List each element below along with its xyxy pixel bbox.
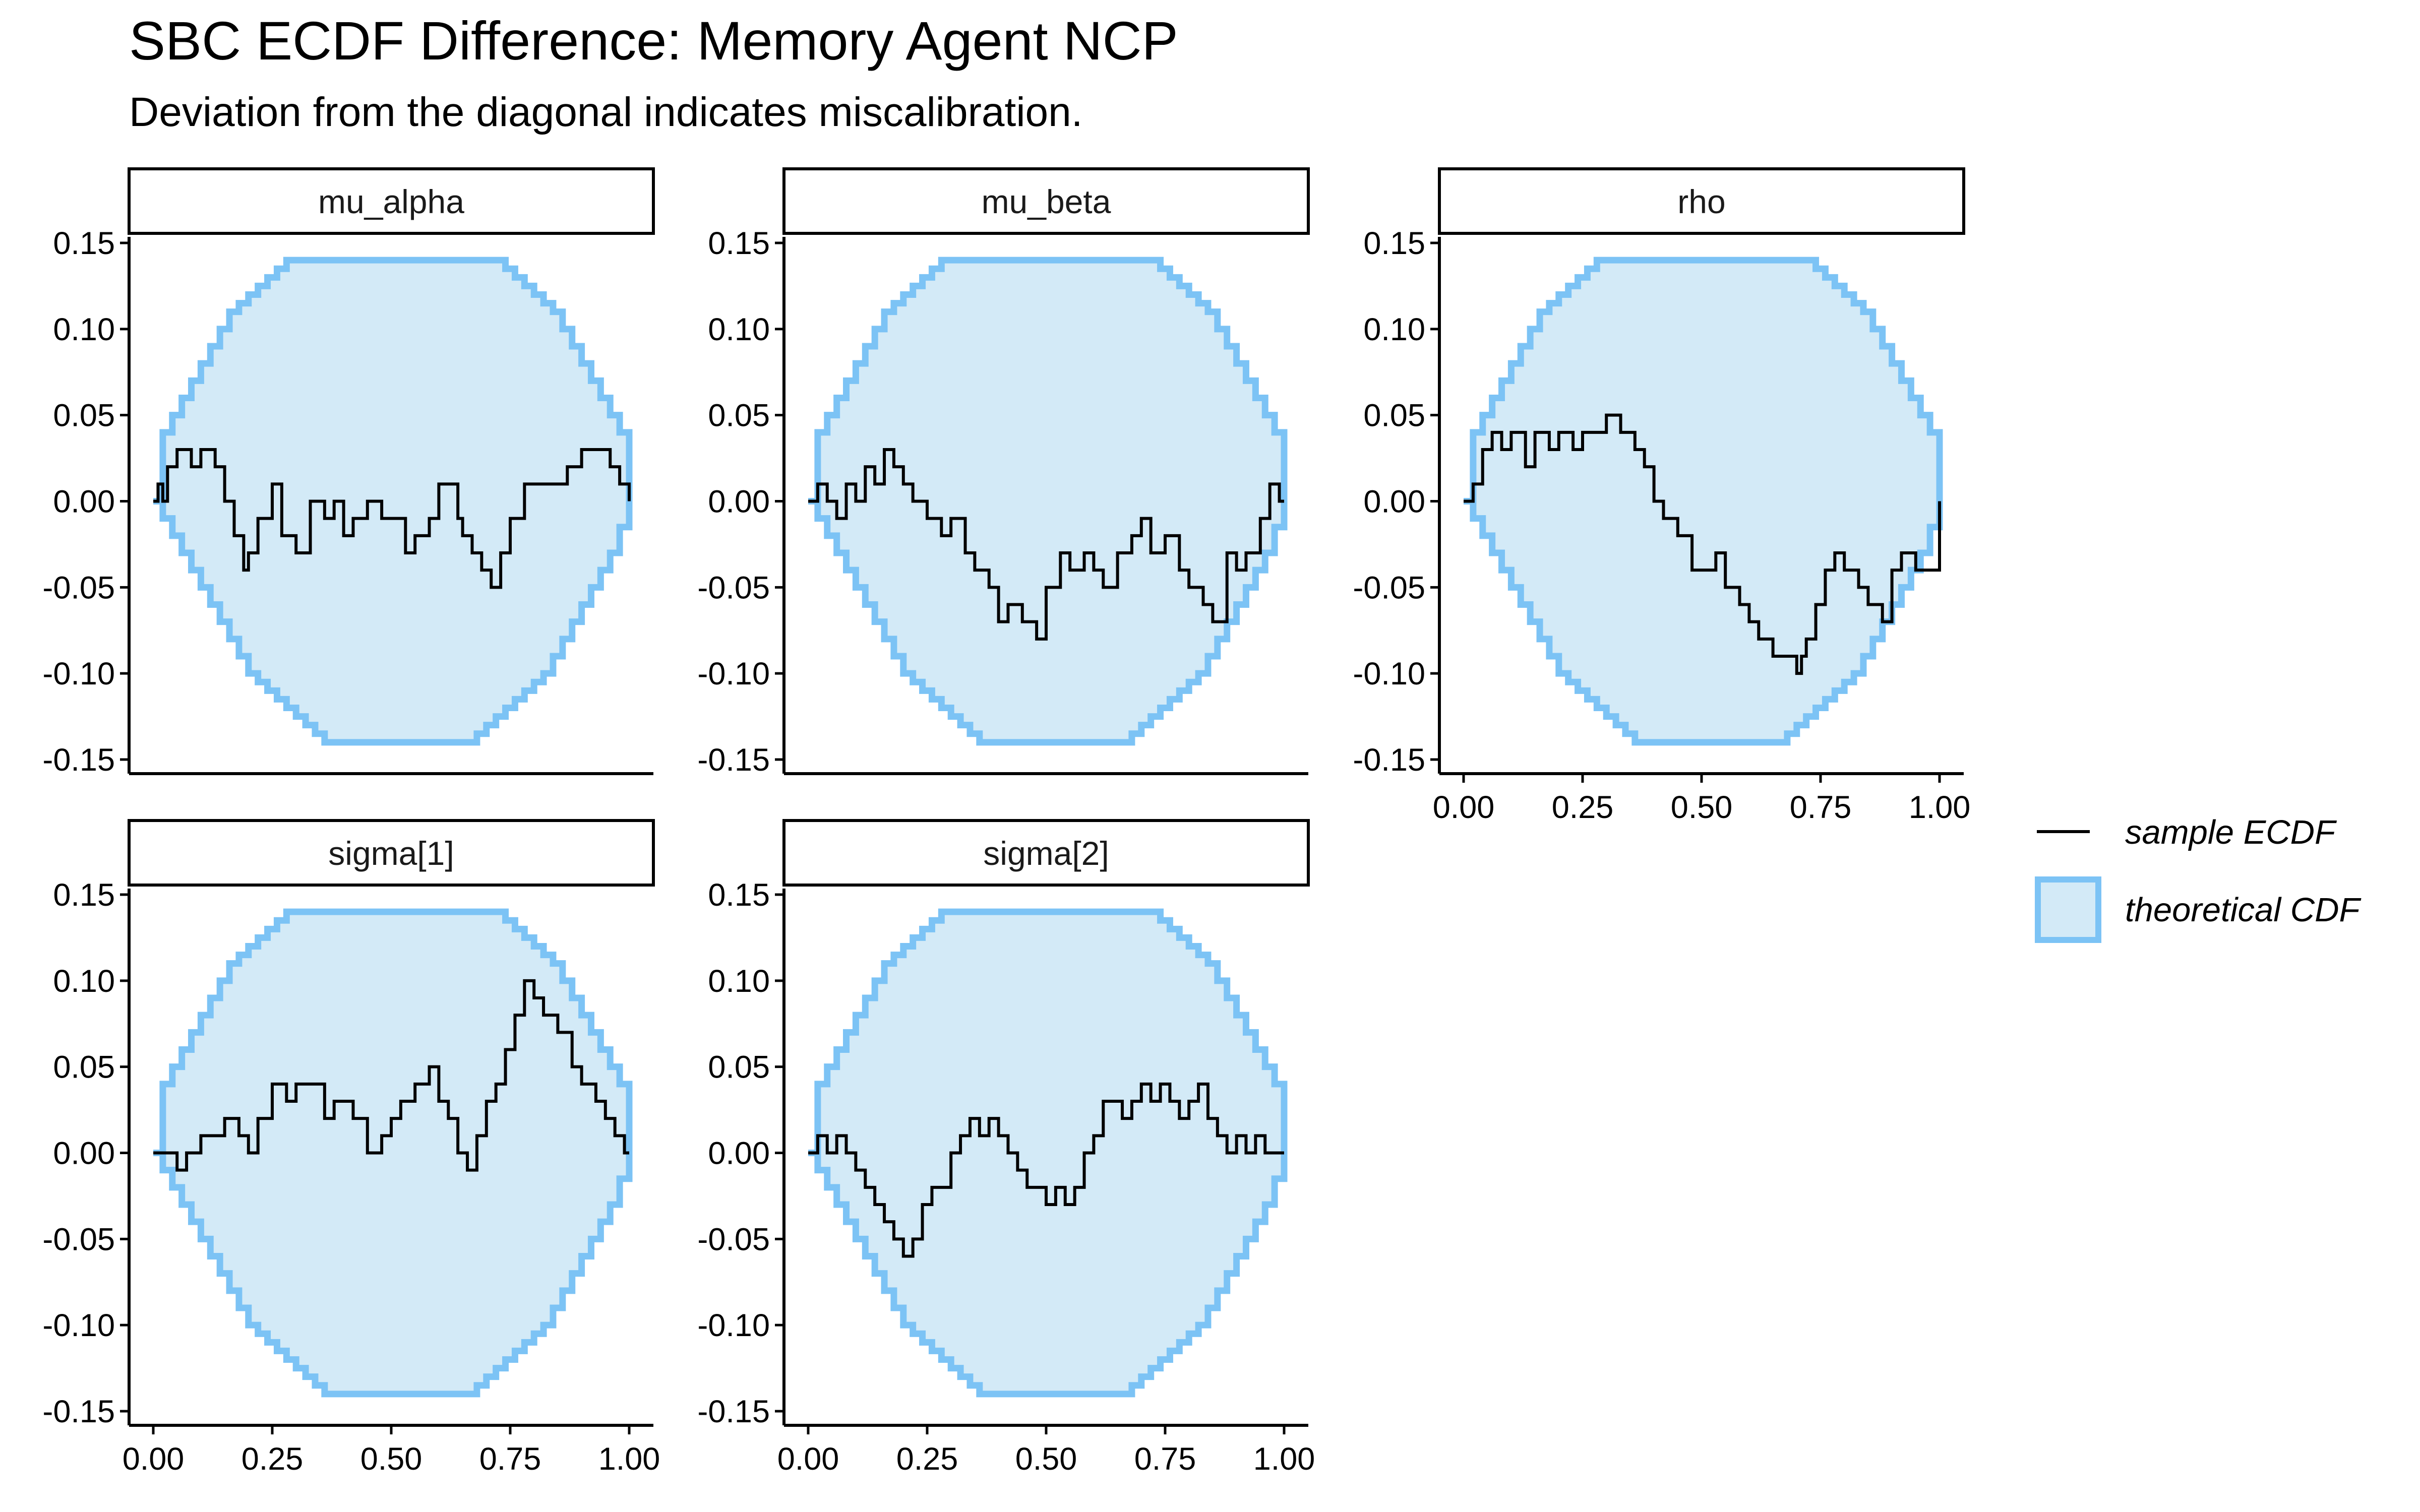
y-tick-label: -0.15 bbox=[42, 1394, 115, 1429]
y-tick-label: 0.05 bbox=[1363, 398, 1425, 433]
legend: sample ECDF theoretical CDF bbox=[2035, 813, 2362, 943]
y-tick-label: -0.05 bbox=[1353, 570, 1425, 605]
chart-title: SBC ECDF Difference: Memory Agent NCP bbox=[129, 10, 1178, 71]
y-tick-label: -0.15 bbox=[697, 1394, 770, 1429]
x-tick-label: 0.75 bbox=[1134, 1441, 1196, 1477]
x-tick-label: 1.00 bbox=[1253, 1441, 1315, 1477]
facet-strip-label: rho bbox=[1677, 183, 1725, 220]
legend-label-sample-ecdf: sample ECDF bbox=[2125, 813, 2337, 851]
y-tick-label: -0.15 bbox=[697, 742, 770, 778]
y-tick-label: 0.15 bbox=[53, 226, 115, 261]
y-tick-label: 0.00 bbox=[708, 484, 770, 520]
y-tick-label: -0.10 bbox=[697, 656, 770, 691]
facet-panel: mu_beta 0.15 0.10 0.05 0.00 -0.05 -0.10 -0.15 bbox=[697, 167, 1310, 778]
legend-label-theoretical-cdf: theoretical CDF bbox=[2125, 891, 2362, 929]
y-tick-label: 0.05 bbox=[53, 398, 115, 433]
facet-panel: sigma[1]0.150.100.050.00-0.05-0.10-0.150… bbox=[42, 819, 660, 1477]
facet-panel: sigma[2]0.150.100.050.00-0.05-0.10-0.150… bbox=[697, 819, 1315, 1477]
y-tick-label: -0.05 bbox=[697, 1222, 770, 1257]
x-tick-label: 0.75 bbox=[1790, 790, 1852, 825]
y-tick-label: 0.05 bbox=[708, 1050, 770, 1085]
x-tick-label: 0.00 bbox=[1433, 790, 1495, 825]
sample-ecdf-line bbox=[808, 448, 1284, 641]
y-tick-label: 0.10 bbox=[53, 964, 115, 999]
facet-strip bbox=[128, 819, 655, 887]
y-tick-label: -0.05 bbox=[42, 570, 115, 605]
x-tick-label: 0.50 bbox=[360, 1441, 422, 1477]
y-tick-label: 0.10 bbox=[53, 312, 115, 347]
sample-ecdf-line bbox=[1464, 413, 1941, 675]
y-tick-label: 0.10 bbox=[708, 312, 770, 347]
theoretical-cdf-band bbox=[1464, 257, 1943, 746]
y-tick-label: 0.15 bbox=[1363, 226, 1425, 261]
x-tick-label: 0.25 bbox=[896, 1441, 958, 1477]
x-tick-label: 1.00 bbox=[598, 1441, 660, 1477]
facet-strip-label: sigma[1] bbox=[328, 835, 454, 872]
theoretical-cdf-band bbox=[808, 257, 1288, 746]
y-tick-label: -0.10 bbox=[42, 656, 115, 691]
y-tick-label: 0.00 bbox=[708, 1136, 770, 1171]
facet-panel: mu_alpha 0.15 0.10 0.05 0.00 -0.05 -0.10 -0.15 bbox=[42, 167, 655, 778]
sample-ecdf-line bbox=[153, 979, 629, 1172]
x-tick-label: 0.50 bbox=[1015, 1441, 1077, 1477]
facet-strip-label: mu_alpha bbox=[318, 183, 464, 220]
facet-strip-label: mu_beta bbox=[982, 183, 1111, 220]
x-tick-label: 0.25 bbox=[241, 1441, 304, 1477]
facet-panels: mu_alpha0.150.100.050.00-0.05-0.10-0.15m… bbox=[42, 167, 1971, 1477]
y-tick-label: 0.10 bbox=[1363, 312, 1425, 347]
legend-key-theoretical-cdf bbox=[2035, 876, 2101, 943]
y-tick-label: 0.00 bbox=[53, 1136, 115, 1171]
facet-strip bbox=[782, 167, 1310, 235]
y-tick-label: -0.15 bbox=[1353, 742, 1425, 778]
y-tick-label: 0.00 bbox=[1363, 484, 1425, 520]
x-tick-label: 0.75 bbox=[479, 1441, 541, 1477]
y-tick-label: 0.15 bbox=[708, 226, 770, 261]
theoretical-cdf-band bbox=[153, 908, 633, 1398]
facet-strip-label: sigma[2] bbox=[983, 835, 1109, 872]
x-tick-label: 0.25 bbox=[1552, 790, 1614, 825]
theoretical-cdf-band bbox=[153, 257, 633, 746]
y-tick-label: 0.05 bbox=[708, 398, 770, 433]
y-tick-label: -0.10 bbox=[42, 1308, 115, 1343]
sample-ecdf-line bbox=[808, 1082, 1284, 1258]
facet-strip bbox=[128, 167, 655, 235]
y-tick-label: 0.10 bbox=[708, 964, 770, 999]
facet-strip bbox=[782, 819, 1310, 887]
y-tick-label: -0.05 bbox=[697, 570, 770, 605]
y-tick-label: 0.15 bbox=[53, 877, 115, 913]
y-tick-label: -0.15 bbox=[42, 742, 115, 778]
chart-subtitle: Deviation from the diagonal indicates mi… bbox=[129, 89, 1083, 135]
y-tick-label: -0.10 bbox=[1353, 656, 1425, 691]
y-tick-label: 0.00 bbox=[53, 484, 115, 520]
y-tick-label: -0.10 bbox=[697, 1308, 770, 1343]
y-tick-label: 0.05 bbox=[53, 1050, 115, 1085]
y-tick-label: -0.05 bbox=[42, 1222, 115, 1257]
x-tick-label: 1.00 bbox=[1909, 790, 1971, 825]
theoretical-cdf-band bbox=[808, 908, 1288, 1398]
y-tick-label: 0.15 bbox=[708, 877, 770, 913]
x-tick-label: 0.50 bbox=[1671, 790, 1733, 825]
x-tick-label: 0.00 bbox=[777, 1441, 839, 1477]
facet-strip bbox=[1438, 167, 1965, 235]
sample-ecdf-line bbox=[153, 448, 631, 589]
x-tick-label: 0.00 bbox=[123, 1441, 185, 1477]
